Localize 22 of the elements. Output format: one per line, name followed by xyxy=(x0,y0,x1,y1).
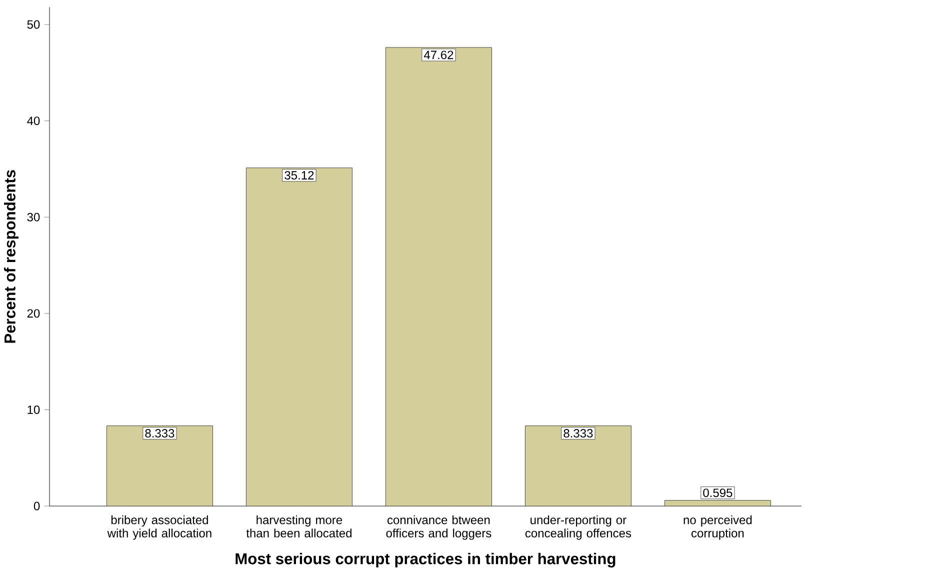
data-label: 0.595 xyxy=(703,488,732,497)
bar xyxy=(524,425,632,506)
x-tick-label: under-reporting or concealing offences xyxy=(525,515,632,540)
y-axis-title: Percent of respondents xyxy=(4,170,19,343)
y-tick-label: 40 xyxy=(27,116,40,125)
bar xyxy=(385,46,492,506)
bar xyxy=(106,425,213,506)
bar xyxy=(246,167,352,506)
y-tick-label: 50 xyxy=(27,20,40,29)
x-tick-label: no perceived corruption xyxy=(684,515,752,540)
data-label: 8.333 xyxy=(564,428,593,438)
y-tick-label: 10 xyxy=(28,405,40,414)
data-label: 8.333 xyxy=(145,428,174,438)
x-axis-title: Most serious corrupt practices in timber harvesting xyxy=(236,552,616,568)
x-tick-label: connivance btween officers and loggers xyxy=(386,515,492,540)
y-tick-label: 30 xyxy=(27,212,40,222)
y-tick-label: 0 xyxy=(34,502,40,510)
x-tick-label: bribery associated with yield allocation xyxy=(107,515,212,540)
y-tick-label: 20 xyxy=(27,308,40,318)
x-tick-label: harvesting more than been allocated xyxy=(246,515,352,538)
data-label: 35.12 xyxy=(284,170,314,180)
data-label: 47.62 xyxy=(424,50,454,59)
